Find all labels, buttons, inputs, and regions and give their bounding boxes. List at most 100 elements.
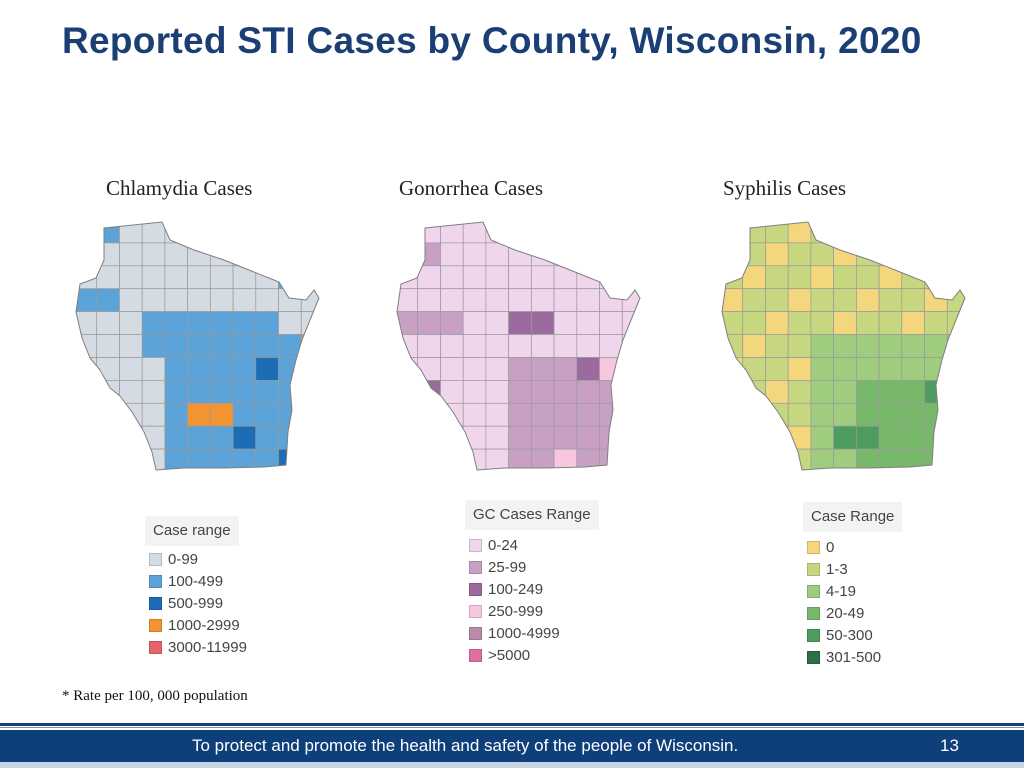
county-shape xyxy=(508,448,532,470)
footer-rule xyxy=(0,723,1024,726)
county-shape xyxy=(553,380,578,404)
legend-title: GC Cases Range xyxy=(473,506,591,523)
legend-swatch xyxy=(807,606,820,620)
legend-label: 20-49 xyxy=(826,604,865,622)
gonorrhea-map-title: Gonorrhea Cases xyxy=(399,176,544,200)
county-shape xyxy=(300,448,319,470)
county-shape xyxy=(742,311,766,335)
county-shape xyxy=(164,357,188,381)
county-shape xyxy=(901,222,925,244)
county-shape xyxy=(119,425,143,450)
chlamydia-map-title: Chlamydia Cases xyxy=(106,176,253,200)
county-shape xyxy=(164,334,188,358)
county-shape xyxy=(462,402,487,427)
county-shape xyxy=(462,334,487,358)
county-shape xyxy=(300,242,319,267)
county-shape xyxy=(833,402,857,427)
legend-swatch xyxy=(149,596,162,610)
county-shape xyxy=(946,402,965,427)
county-shape xyxy=(765,222,789,244)
state-outline xyxy=(721,221,966,471)
county-shape xyxy=(856,311,880,335)
county-shape xyxy=(946,242,965,267)
county-shape xyxy=(141,425,166,450)
page-number: 13 xyxy=(940,736,959,755)
county-shape xyxy=(946,448,965,470)
county-shape xyxy=(96,402,120,427)
county-shape xyxy=(76,265,98,290)
county-shape xyxy=(141,265,166,290)
legend-label: 0-99 xyxy=(168,550,199,568)
county-shape xyxy=(621,222,640,244)
county-shape xyxy=(810,425,834,450)
county-shape xyxy=(856,334,880,358)
county-shape xyxy=(397,402,419,427)
county-shape xyxy=(255,334,279,358)
legend-label: 100-499 xyxy=(168,572,224,590)
county-shape xyxy=(300,425,319,450)
county-shape xyxy=(946,311,965,335)
county-shape xyxy=(856,265,880,290)
county-shape xyxy=(187,311,211,335)
county-shape xyxy=(210,334,234,358)
county-shape xyxy=(278,288,302,312)
county-shape xyxy=(878,380,903,404)
county-shape xyxy=(96,357,120,381)
county-shape xyxy=(901,242,925,267)
county-shape xyxy=(621,380,640,404)
county-shape xyxy=(300,334,319,358)
county-shape xyxy=(810,334,834,358)
county-shape xyxy=(765,265,789,290)
county-shape xyxy=(76,242,98,267)
legend-swatch xyxy=(807,562,820,576)
county-shape xyxy=(96,311,120,335)
county-shape xyxy=(141,242,166,267)
county-shape xyxy=(164,265,188,290)
county-shape xyxy=(187,222,211,244)
county-shape xyxy=(924,265,948,290)
legend-item: 1-3 xyxy=(807,558,902,580)
county-shape xyxy=(417,222,441,244)
legend-title: Case range xyxy=(153,522,231,539)
county-shape xyxy=(278,242,302,267)
county-shape xyxy=(210,311,234,335)
legend-swatch xyxy=(469,582,482,596)
county-shape xyxy=(856,222,880,244)
county-shape xyxy=(485,334,509,358)
county-shape xyxy=(76,222,98,244)
county-shape xyxy=(901,448,925,470)
footer-rule-thin xyxy=(0,727,1024,728)
county-shape xyxy=(210,402,234,427)
county-shape xyxy=(440,334,464,358)
county-shape xyxy=(485,425,509,450)
county-shape xyxy=(765,334,789,358)
gonorrhea-map xyxy=(396,221,641,471)
county-shape xyxy=(599,425,623,450)
legend-label: 50-300 xyxy=(826,626,873,644)
county-shape xyxy=(722,425,744,450)
county-shape xyxy=(576,334,600,358)
chlamydia-legend: Case range 0-99 100-499 500-999 1000-2999 30… xyxy=(145,516,247,658)
county-shape xyxy=(300,265,319,290)
footer-bottom-rule xyxy=(0,762,1024,768)
county-shape xyxy=(878,265,903,290)
county-shape xyxy=(462,425,487,450)
county-shape xyxy=(508,357,532,381)
legend-swatch xyxy=(807,650,820,664)
county-shape xyxy=(255,222,279,244)
county-shape xyxy=(96,242,120,267)
county-shape xyxy=(76,357,98,381)
county-shape xyxy=(141,380,166,404)
county-shape xyxy=(576,357,600,381)
legend-item: 1000-4999 xyxy=(469,622,599,644)
county-shape xyxy=(576,242,600,267)
county-shape xyxy=(810,288,834,312)
county-shape xyxy=(553,242,578,267)
county-shape xyxy=(878,402,903,427)
syphilis-map-panel: Syphilis Cases xyxy=(720,170,1020,500)
county-shape xyxy=(576,222,600,244)
county-shape xyxy=(440,425,464,450)
county-shape xyxy=(210,222,234,244)
county-shape xyxy=(232,334,257,358)
county-shape xyxy=(210,380,234,404)
